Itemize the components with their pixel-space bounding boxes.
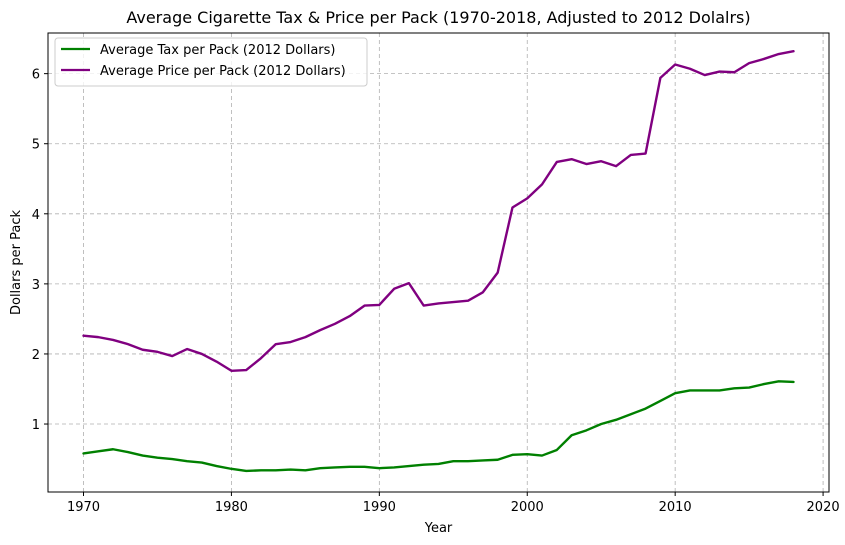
y-axis-ticks: 1 2 3 4 5 6 [32, 68, 48, 433]
plot-frame [47, 32, 830, 493]
x-tick-label: 2020 [807, 500, 840, 515]
x-tick-label: 1990 [363, 500, 396, 515]
legend-label-tax: Average Tax per Pack (2012 Dollars) [100, 43, 336, 58]
series-line-1 [82, 50, 795, 372]
series-line-0 [82, 380, 795, 473]
y-tick-label: 1 [32, 418, 40, 433]
x-tick-label: 1970 [67, 500, 100, 515]
y-tick-label: 6 [32, 68, 40, 83]
legend: Average Tax per Pack (2012 Dollars) Aver… [54, 37, 368, 87]
x-tick-label: 2000 [511, 500, 544, 515]
x-tick-label: 1980 [215, 500, 248, 515]
gridlines [48, 33, 829, 492]
legend-box [54, 37, 368, 87]
y-tick-label: 5 [32, 138, 40, 153]
x-axis-ticks: 1970 1980 1990 2000 2010 2020 [67, 492, 840, 515]
y-tick-label: 3 [32, 278, 40, 293]
chart-title: Average Cigarette Tax & Price per Pack (… [126, 8, 750, 27]
y-tick-label: 4 [32, 208, 40, 223]
series-layer [82, 50, 795, 473]
x-axis-label: Year [424, 521, 453, 536]
x-tick-label: 2010 [659, 500, 692, 515]
legend-label-price: Average Price per Pack (2012 Dollars) [100, 64, 346, 79]
y-axis-label: Dollars per Pack [9, 210, 24, 316]
y-tick-label: 2 [32, 348, 40, 363]
